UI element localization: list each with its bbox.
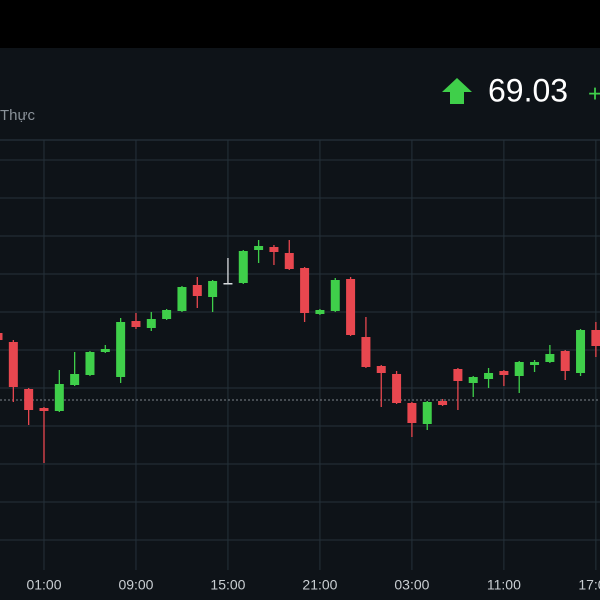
price: 69.03 [488, 72, 568, 108]
change: + [588, 80, 600, 107]
candle-body [208, 281, 218, 297]
candle-body [545, 354, 555, 362]
candle-body [300, 268, 310, 313]
candle-body [576, 330, 586, 373]
candle-body [24, 389, 34, 410]
candle-body [223, 283, 233, 285]
candle-body [422, 402, 432, 424]
candle-body [284, 253, 294, 269]
x-tick-label: 21:00 [302, 577, 337, 593]
candle-body [131, 321, 141, 327]
candle-body [407, 403, 417, 423]
candle-body [514, 362, 524, 376]
candle-body [100, 349, 110, 352]
header-label: Thực [0, 107, 36, 124]
plot: 01:00 09:00 15:00 21:00 03:00 11:00 17:00 [0, 140, 600, 593]
x-tick-label: 03:00 [394, 577, 429, 593]
candle-body [162, 310, 172, 319]
candle-body [0, 333, 3, 340]
candle-body [116, 322, 126, 377]
candle-body [192, 285, 202, 296]
panel [0, 48, 600, 600]
x-tick-label: 09:00 [118, 577, 153, 593]
candle-body [346, 279, 356, 335]
x-tick-label: 15:00 [210, 577, 245, 593]
candle-body [591, 330, 600, 346]
candle-body [499, 371, 509, 375]
candle-body [85, 352, 95, 375]
candle-body [70, 374, 80, 385]
candle-body [315, 310, 325, 314]
candle-body [39, 408, 49, 411]
candle-body [361, 337, 371, 367]
candle-body [468, 377, 478, 383]
candle-body [54, 384, 64, 411]
candle-body [8, 342, 18, 387]
x-tick-label: 01:00 [26, 577, 61, 593]
x-tick-label: 11:00 [487, 577, 521, 593]
x-tick-label: 17:00 [578, 577, 600, 593]
candle-body [392, 374, 402, 403]
candle-body [238, 251, 248, 283]
candle-body [530, 362, 540, 365]
candle-body [484, 373, 494, 379]
candle-body [177, 287, 187, 311]
candle-body [269, 247, 279, 252]
candle-body [330, 280, 340, 311]
candle-body [376, 366, 386, 373]
candle-body [146, 319, 156, 328]
candle-body [453, 369, 463, 381]
candle-body [254, 246, 264, 250]
candle-body [438, 401, 448, 405]
up-arrow [442, 78, 472, 104]
status-bar [0, 0, 600, 48]
candle-body [560, 351, 570, 371]
